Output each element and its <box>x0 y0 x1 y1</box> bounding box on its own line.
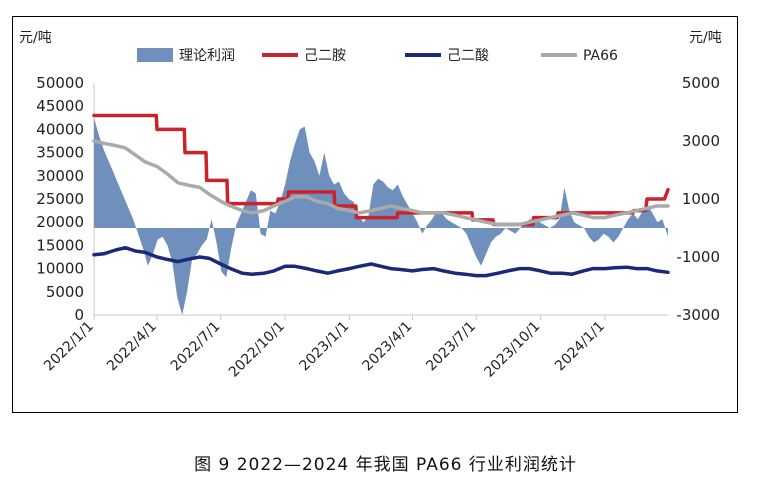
y-right-tick-label: -1000 <box>676 248 720 266</box>
legend-label: 己二胺 <box>304 48 346 64</box>
y-left-tick-label: 45000 <box>36 97 84 115</box>
x-tick-label: 2024/1/1 <box>552 319 608 375</box>
y-left-tick-label: 10000 <box>36 260 84 278</box>
x-tick-label: 2022/1/1 <box>41 319 97 375</box>
legend-swatch <box>137 48 173 62</box>
y-left-tick-label: 35000 <box>36 144 84 162</box>
x-tick-label: 2022/10/1 <box>226 319 288 381</box>
y-left-tick-label: 5000 <box>46 283 84 301</box>
y-left-tick-label: 25000 <box>36 190 84 208</box>
y-left-tick-label: 40000 <box>36 120 84 138</box>
legend-label: 理论利润 <box>179 48 235 64</box>
series-line-己二酸 <box>92 245 670 278</box>
legend-label: 己二酸 <box>447 48 489 64</box>
x-tick-label: 2022/4/1 <box>104 319 160 375</box>
y-left-tick-label: 30000 <box>36 167 84 185</box>
x-tick-label: 2023/10/1 <box>481 319 543 381</box>
left-axis-unit: 元/吨 <box>19 30 52 46</box>
y-left-tick-label: 0 <box>74 306 84 324</box>
x-tick-label: 2022/7/1 <box>168 319 224 375</box>
y-right-tick-label: 3000 <box>682 132 720 150</box>
series-line-己二胺 <box>92 113 670 227</box>
x-tick-label: 2023/1/1 <box>297 319 353 375</box>
y-left-tick-label: 20000 <box>36 213 84 231</box>
figure-caption: 图 9 2022—2024 年我国 PA66 行业利润统计 <box>194 455 577 475</box>
profit-chart: 0 5000 10000 15000 20000 25000 30000 35000 40000… <box>36 48 720 381</box>
chart-frame: 元/吨 元/吨 0 5000 10000 15000 20000 25000 30000 35… <box>12 16 738 413</box>
x-tick-label: 2023/7/1 <box>423 319 479 375</box>
legend-label: PA66 <box>583 48 618 64</box>
series-line-PA66 <box>92 139 670 227</box>
y-right-tick-label: -3000 <box>676 306 720 324</box>
right-axis-unit: 元/吨 <box>689 30 722 46</box>
y-right-tick-label: 1000 <box>682 190 720 208</box>
x-tick-label: 2023/4/1 <box>360 319 416 375</box>
y-right-tick-label: 5000 <box>682 74 720 92</box>
y-left-tick-label: 15000 <box>36 236 84 254</box>
y-left-tick-label: 50000 <box>36 74 84 92</box>
